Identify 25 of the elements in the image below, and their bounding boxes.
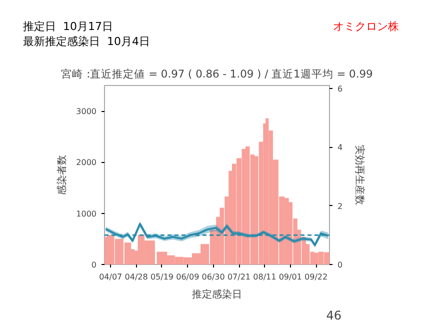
- text: オミクロン株: [333, 19, 399, 35]
- x-tick-label: 05/19: [150, 272, 174, 282]
- y2-tick-label: 2: [338, 202, 343, 211]
- chart-title: 宮崎 :直近推定値 = 0.97 ( 0.86 - 1.09 ) / 直近1週平均 = 0.99: [61, 68, 373, 80]
- y-tick-label: 2000: [76, 158, 96, 168]
- x-tick-label: 09/22: [304, 272, 328, 282]
- y2-tick-label: 6: [338, 84, 343, 94]
- x-tick-label: 06/09: [176, 272, 200, 282]
- y-tick-label: 1000: [76, 209, 96, 218]
- x-tick-label: 08/11: [253, 272, 276, 282]
- x-tick-label: 06/30: [202, 272, 225, 282]
- x-tick-label: 04/07: [99, 272, 122, 282]
- y2-tick-label: 4: [338, 143, 343, 152]
- x-tick-label: 04/28: [124, 272, 148, 282]
- text: 46: [326, 308, 342, 320]
- y-tick-label: 3000: [76, 107, 96, 116]
- y-tick-label: 0: [91, 260, 97, 270]
- y2-tick-label: 0: [338, 260, 343, 270]
- x-axis-title: 推定感染日: [192, 288, 242, 300]
- y2-axis-title: 実効再生産数: [354, 145, 366, 205]
- x-tick-label: 07/21: [227, 272, 251, 282]
- text: 最新推定感染日 10月4日: [23, 34, 150, 50]
- y-axis-title: 感染者数: [56, 155, 68, 195]
- x-tick-label: 09/01: [278, 272, 302, 282]
- text: 推定日 10月17日: [23, 19, 113, 35]
